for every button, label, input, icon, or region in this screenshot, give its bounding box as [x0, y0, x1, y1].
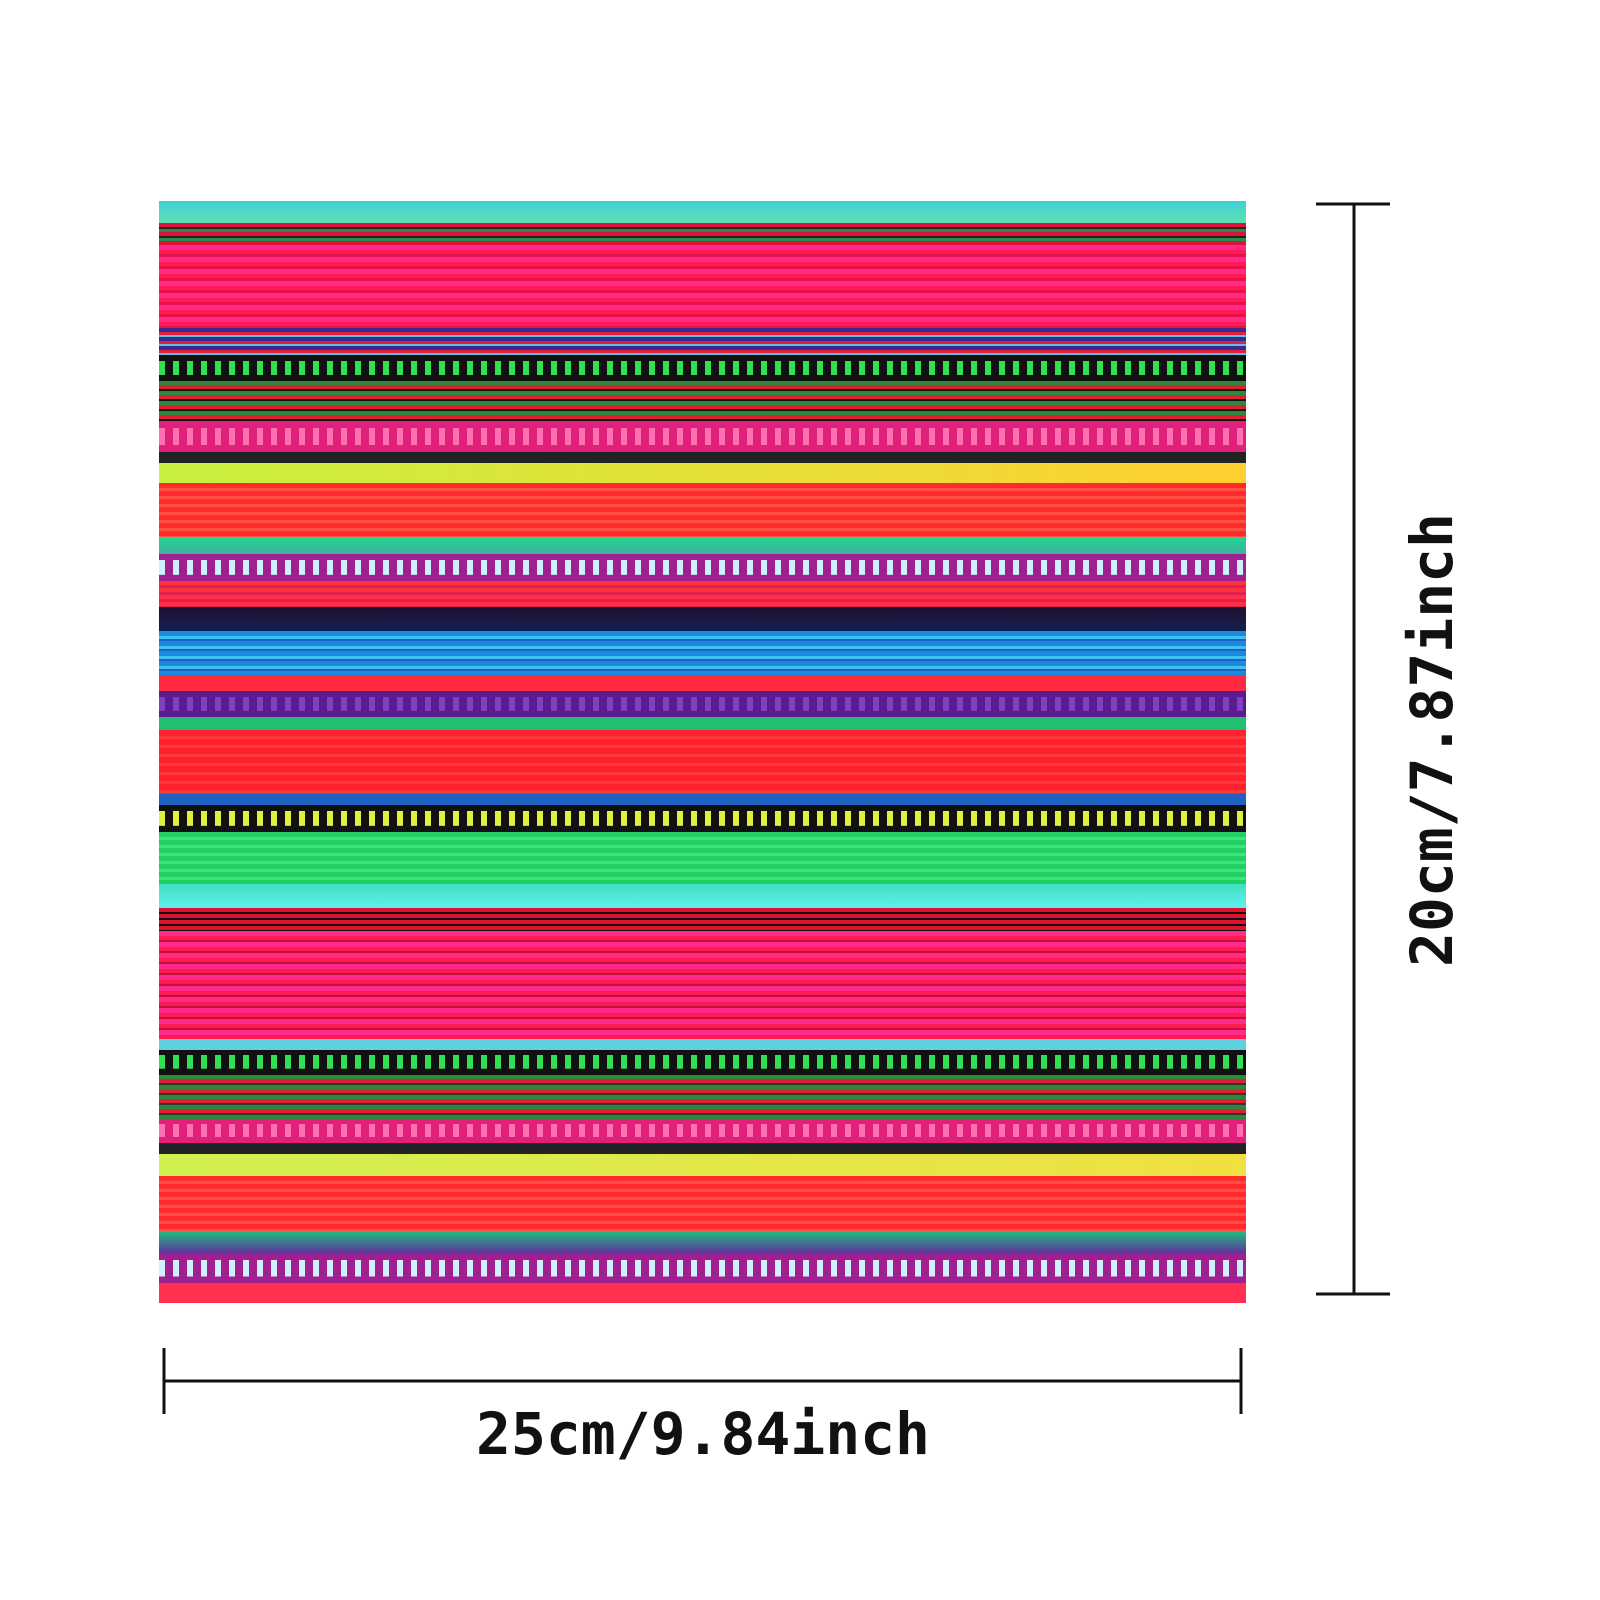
stripe	[159, 1038, 1246, 1050]
dotted-stripe	[159, 355, 1246, 381]
dotted-stripe	[159, 1118, 1246, 1144]
dotted-stripe	[159, 1253, 1246, 1284]
serape-fabric	[159, 201, 1246, 1303]
stripe	[159, 793, 1246, 805]
stripe	[159, 1231, 1246, 1254]
stripe	[159, 581, 1246, 607]
stripe	[159, 832, 1246, 885]
stripe	[159, 606, 1246, 631]
stripe	[159, 729, 1246, 794]
stripe	[159, 630, 1246, 675]
stripe	[159, 537, 1246, 554]
height-label: 20cm/7.87inch	[1398, 513, 1466, 967]
stripe	[159, 380, 1246, 422]
stripe	[159, 327, 1246, 356]
stripe	[159, 1283, 1246, 1303]
stripe	[159, 1176, 1246, 1232]
stripe	[159, 1074, 1246, 1119]
dotted-stripe	[159, 691, 1246, 717]
stripe	[159, 674, 1246, 692]
stripe	[159, 245, 1246, 328]
width-label: 25cm/9.84inch	[476, 1400, 930, 1468]
stripe	[159, 930, 1246, 1039]
dotted-stripe	[159, 421, 1246, 453]
stripe	[159, 884, 1246, 909]
stripe	[159, 463, 1246, 484]
stripe	[159, 201, 1246, 224]
stripe	[159, 1143, 1246, 1155]
dotted-stripe	[159, 1049, 1246, 1075]
dotted-stripe	[159, 553, 1246, 582]
stripe	[159, 908, 1246, 931]
stripe	[159, 483, 1246, 538]
dotted-stripe	[159, 804, 1246, 833]
stripe	[159, 1154, 1246, 1177]
stripe	[159, 223, 1246, 246]
stripe	[159, 452, 1246, 464]
stripe	[159, 716, 1246, 730]
